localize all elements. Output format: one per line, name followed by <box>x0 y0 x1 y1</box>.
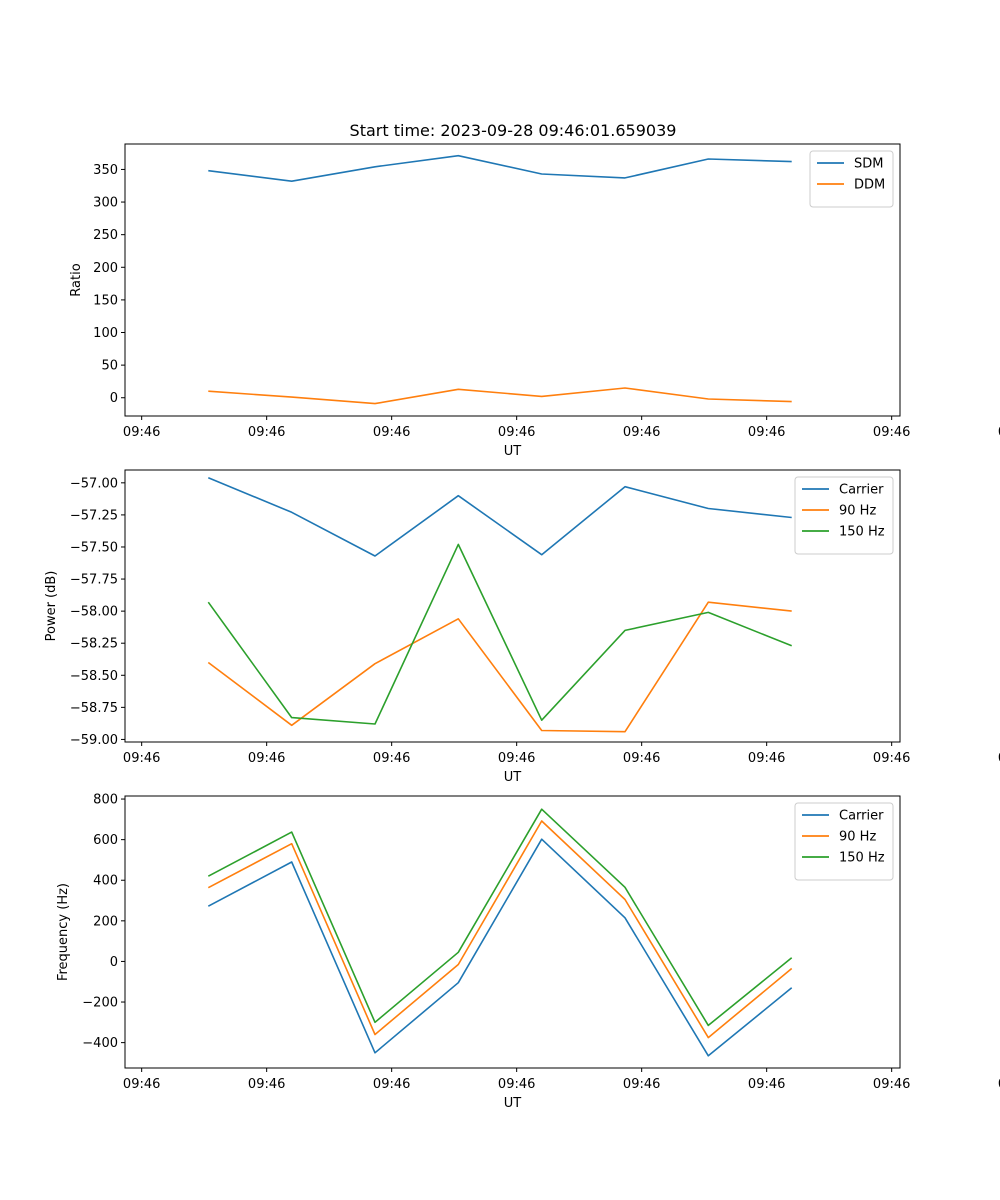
y-axis-label: Ratio <box>69 263 84 296</box>
y-tick-label: 100 <box>93 326 118 341</box>
y-tick-label: −58.25 <box>70 637 118 652</box>
legend: Carrier 90 Hz 150 Hz <box>794 476 894 555</box>
legend-label: Carrier <box>839 483 884 498</box>
x-tick-label: 09:46 <box>873 751 910 766</box>
y-tick-label: 150 <box>93 293 118 308</box>
y-tick-label: 0 <box>110 955 118 970</box>
y-tick-label: −400 <box>82 1036 118 1051</box>
axes-frame <box>124 795 901 1069</box>
x-tick-label: 09:46 <box>748 751 785 766</box>
y-tick-label: 0 <box>110 391 118 406</box>
x-tick-label: 09:46 <box>623 1077 660 1092</box>
y-tick-label: 600 <box>93 833 118 848</box>
y-tick-label: 200 <box>93 914 118 929</box>
y-tick-label: −200 <box>82 996 118 1011</box>
x-tick-label: 09:46 <box>248 425 285 440</box>
ratio-panel: 0 50 100 150 200 250 300 350 09:46 09:46 09:46 09:4… <box>69 143 1000 459</box>
y-tick-label: −57.25 <box>70 508 118 523</box>
legend-box <box>794 802 894 881</box>
y-tick-label: −57.75 <box>70 573 118 588</box>
x-tick-label: 09:47 <box>998 425 1000 440</box>
legend-label: DDM <box>854 178 885 193</box>
x-tick-label: 09:46 <box>373 751 410 766</box>
x-tick-label: 09:46 <box>498 1077 535 1092</box>
y-tick-label: −58.75 <box>70 701 118 716</box>
y-tick-label: −57.00 <box>70 476 118 491</box>
x-tick-label: 09:46 <box>623 751 660 766</box>
x-tick-label: 09:47 <box>998 1077 1000 1092</box>
legend-label: SDM <box>854 157 883 172</box>
legend-label: 150 Hz <box>839 525 885 540</box>
y-tick-label: −58.50 <box>70 669 118 684</box>
series-line-150-hz <box>207 808 793 1027</box>
y-axis-label: Frequency (Hz) <box>56 883 71 981</box>
series-line-90-hz <box>207 820 793 1039</box>
x-tick-label: 09:46 <box>248 1077 285 1092</box>
x-tick-label: 09:46 <box>123 1077 160 1092</box>
series-line-150-hz <box>207 543 792 725</box>
series-line-90-hz <box>207 601 792 733</box>
figure-title: Start time: 2023-09-28 09:46:01.659039 <box>350 121 677 140</box>
x-axis-label: UT <box>504 444 522 459</box>
x-tick-label: 09:46 <box>748 1077 785 1092</box>
power-panel: −59.00 −58.75 −58.50 −58.25 −58.00 −57.75 −57.… <box>44 469 1000 785</box>
legend-label: 90 Hz <box>839 504 876 519</box>
y-tick-label: −57.50 <box>70 540 118 555</box>
frequency-panel: −400 −200 0 200 400 600 800 09:46 09:46 09:46 09:4… <box>56 793 1000 1111</box>
x-tick-label: 09:46 <box>873 425 910 440</box>
y-tick-label: 250 <box>93 228 118 243</box>
y-tick-label: −58.00 <box>70 605 118 620</box>
series-line-carrier <box>207 838 793 1057</box>
legend-box <box>809 150 894 208</box>
x-tick-label: 09:46 <box>123 425 160 440</box>
x-tick-label: 09:46 <box>248 751 285 766</box>
x-tick-label: 09:47 <box>998 751 1000 766</box>
legend-label: Carrier <box>839 809 884 824</box>
x-tick-label: 09:46 <box>873 1077 910 1092</box>
x-tick-label: 09:46 <box>373 1077 410 1092</box>
y-tick-label: 50 <box>101 359 118 374</box>
y-tick-label: 200 <box>93 261 118 276</box>
x-axis-label: UT <box>504 1096 522 1111</box>
legend: Carrier 90 Hz 150 Hz <box>794 802 894 881</box>
x-tick-label: 09:46 <box>748 425 785 440</box>
axes-frame <box>124 143 901 417</box>
x-tick-label: 09:46 <box>123 751 160 766</box>
legend-label: 90 Hz <box>839 830 876 845</box>
axes-frame <box>124 469 901 743</box>
series-line-carrier <box>207 476 792 557</box>
x-tick-label: 09:46 <box>498 751 535 766</box>
series-line-ddm <box>208 387 792 405</box>
y-tick-label: 400 <box>93 874 118 889</box>
y-tick-label: 800 <box>93 793 118 808</box>
y-axis-label: Power (dB) <box>44 571 59 642</box>
x-tick-label: 09:46 <box>373 425 410 440</box>
y-tick-label: 300 <box>93 196 118 211</box>
legend-label: 150 Hz <box>839 851 885 866</box>
series-line-sdm <box>208 154 792 182</box>
x-axis-label: UT <box>504 770 522 785</box>
x-tick-label: 09:46 <box>623 425 660 440</box>
legend-box <box>794 476 894 555</box>
legend: SDM DDM <box>809 150 894 208</box>
y-tick-label: −59.00 <box>70 733 118 748</box>
x-tick-label: 09:46 <box>498 425 535 440</box>
y-tick-label: 350 <box>93 163 118 178</box>
